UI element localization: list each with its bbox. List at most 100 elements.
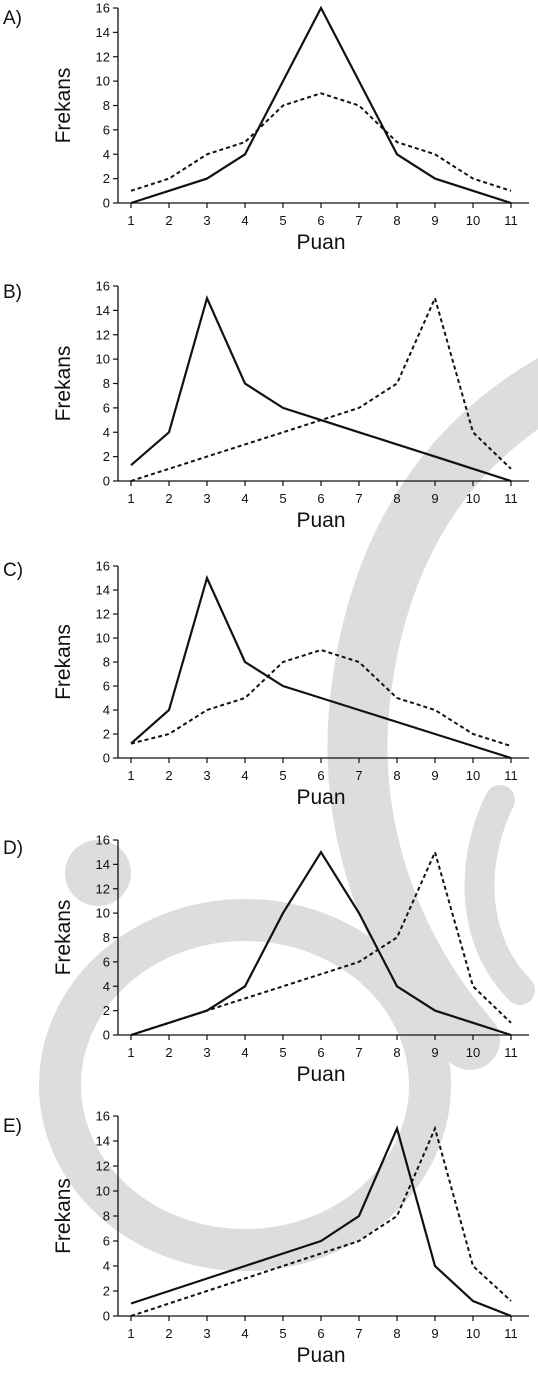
y-tick-label: 6 bbox=[103, 122, 110, 137]
y-axis-label: Frekans bbox=[52, 346, 75, 422]
dashed-series-line bbox=[130, 92, 512, 192]
option-label: B) bbox=[3, 282, 22, 303]
x-tick-label: 8 bbox=[393, 1326, 400, 1341]
y-tick-label: 0 bbox=[103, 1028, 110, 1043]
y-tick-label: 0 bbox=[103, 474, 110, 489]
x-tick-label: 9 bbox=[431, 1326, 438, 1341]
y-tick-label: 10 bbox=[96, 74, 110, 89]
x-tick-label: 3 bbox=[203, 768, 210, 783]
x-tick-label: 6 bbox=[317, 491, 324, 506]
option-label: E) bbox=[3, 1116, 22, 1137]
x-tick-label: 7 bbox=[355, 768, 362, 783]
x-tick-label: 11 bbox=[504, 1326, 518, 1341]
x-tick-label: 4 bbox=[241, 1045, 248, 1060]
y-tick-label: 2 bbox=[103, 171, 110, 186]
x-tick-label: 9 bbox=[431, 1045, 438, 1060]
x-axis-label: Puan bbox=[296, 1344, 345, 1367]
y-tick-label: 16 bbox=[96, 279, 110, 294]
solid-series-line bbox=[130, 574, 512, 760]
y-tick-label: 8 bbox=[103, 1209, 110, 1224]
dashed-series-line bbox=[130, 1125, 512, 1317]
option-d-chart: D) 0 2 4 6 8 10 12 14 16 1 2 3 4 5 6 7 8 9 10 11 Puan Frekans bbox=[0, 830, 538, 1102]
x-tick-label: 9 bbox=[431, 491, 438, 506]
x-tick-label: 8 bbox=[393, 491, 400, 506]
solid-series-line bbox=[130, 294, 512, 483]
x-tick-label: 5 bbox=[279, 1326, 286, 1341]
x-tick-label: 10 bbox=[466, 213, 480, 228]
y-axis-label: Frekans bbox=[52, 68, 75, 144]
y-tick-label: 6 bbox=[103, 1234, 110, 1249]
x-tick-label: 10 bbox=[466, 768, 480, 783]
x-tick-label: 6 bbox=[317, 213, 324, 228]
x-tick-label: 11 bbox=[504, 768, 518, 783]
y-tick-label: 2 bbox=[103, 1003, 110, 1018]
y-tick-label: 10 bbox=[96, 1184, 110, 1199]
x-tick-label: 9 bbox=[431, 213, 438, 228]
x-tick-label: 7 bbox=[355, 1326, 362, 1341]
x-tick-label: 10 bbox=[466, 1326, 480, 1341]
option-a-chart: A) 0 2 4 6 8 10 12 14 16 1 2 3 4 5 6 7 8 9 10 11 Puan Frekans bbox=[0, 0, 538, 272]
x-tick-label: 5 bbox=[279, 491, 286, 506]
x-tick-label: 5 bbox=[279, 1045, 286, 1060]
y-tick-label: 12 bbox=[96, 49, 110, 64]
dashed-series-line bbox=[130, 295, 512, 482]
option-label: C) bbox=[3, 560, 23, 581]
y-tick-label: 2 bbox=[103, 727, 110, 742]
y-tick-label: 4 bbox=[103, 425, 110, 440]
x-tick-label: 1 bbox=[127, 491, 134, 506]
option-c-chart: C) 0 2 4 6 8 10 12 14 16 1 2 3 4 5 6 7 8 9 10 11 Puan Frekans bbox=[0, 552, 538, 824]
y-tick-label: 0 bbox=[103, 1309, 110, 1324]
y-tick-label: 4 bbox=[103, 147, 110, 162]
y-tick-label: 4 bbox=[103, 703, 110, 718]
option-label: D) bbox=[3, 838, 23, 859]
y-tick-label: 14 bbox=[96, 25, 110, 40]
y-tick-label: 16 bbox=[96, 1109, 110, 1124]
x-tick-label: 2 bbox=[165, 491, 172, 506]
y-tick-label: 14 bbox=[96, 583, 110, 598]
y-tick-label: 4 bbox=[103, 979, 110, 994]
y-axis-label: Frekans bbox=[52, 624, 75, 700]
x-tick-label: 4 bbox=[241, 1326, 248, 1341]
y-tick-label: 14 bbox=[96, 1134, 110, 1149]
x-tick-label: 4 bbox=[241, 768, 248, 783]
x-tick-label: 10 bbox=[466, 491, 480, 506]
x-tick-label: 8 bbox=[393, 1045, 400, 1060]
dashed-series-line bbox=[130, 849, 512, 1036]
x-tick-label: 2 bbox=[165, 768, 172, 783]
y-tick-label: 10 bbox=[96, 906, 110, 921]
x-tick-label: 3 bbox=[203, 491, 210, 506]
y-axis-label: Frekans bbox=[52, 900, 75, 976]
x-tick-label: 11 bbox=[504, 491, 518, 506]
y-tick-label: 8 bbox=[103, 655, 110, 670]
x-tick-label: 5 bbox=[279, 768, 286, 783]
x-tick-label: 4 bbox=[241, 491, 248, 506]
x-tick-label: 5 bbox=[279, 213, 286, 228]
x-tick-label: 2 bbox=[165, 1326, 172, 1341]
y-tick-label: 6 bbox=[103, 679, 110, 694]
solid-series-line bbox=[130, 5, 512, 205]
y-tick-label: 16 bbox=[96, 559, 110, 574]
x-tick-label: 2 bbox=[165, 213, 172, 228]
x-tick-label: 8 bbox=[393, 213, 400, 228]
y-tick-label: 10 bbox=[96, 352, 110, 367]
x-tick-label: 10 bbox=[466, 1045, 480, 1060]
x-tick-label: 6 bbox=[317, 1045, 324, 1060]
y-tick-label: 4 bbox=[103, 1259, 110, 1274]
x-tick-label: 3 bbox=[203, 213, 210, 228]
y-tick-label: 6 bbox=[103, 954, 110, 969]
x-axis-label: Puan bbox=[296, 509, 345, 532]
x-tick-label: 3 bbox=[203, 1045, 210, 1060]
x-tick-label: 1 bbox=[127, 213, 134, 228]
y-tick-label: 16 bbox=[96, 1, 110, 16]
x-tick-label: 11 bbox=[504, 213, 518, 228]
x-tick-label: 4 bbox=[241, 213, 248, 228]
x-tick-label: 6 bbox=[317, 1326, 324, 1341]
x-tick-label: 3 bbox=[203, 1326, 210, 1341]
solid-series-line bbox=[130, 1125, 512, 1318]
x-axis-label: Puan bbox=[296, 1063, 345, 1086]
y-tick-label: 8 bbox=[103, 930, 110, 945]
